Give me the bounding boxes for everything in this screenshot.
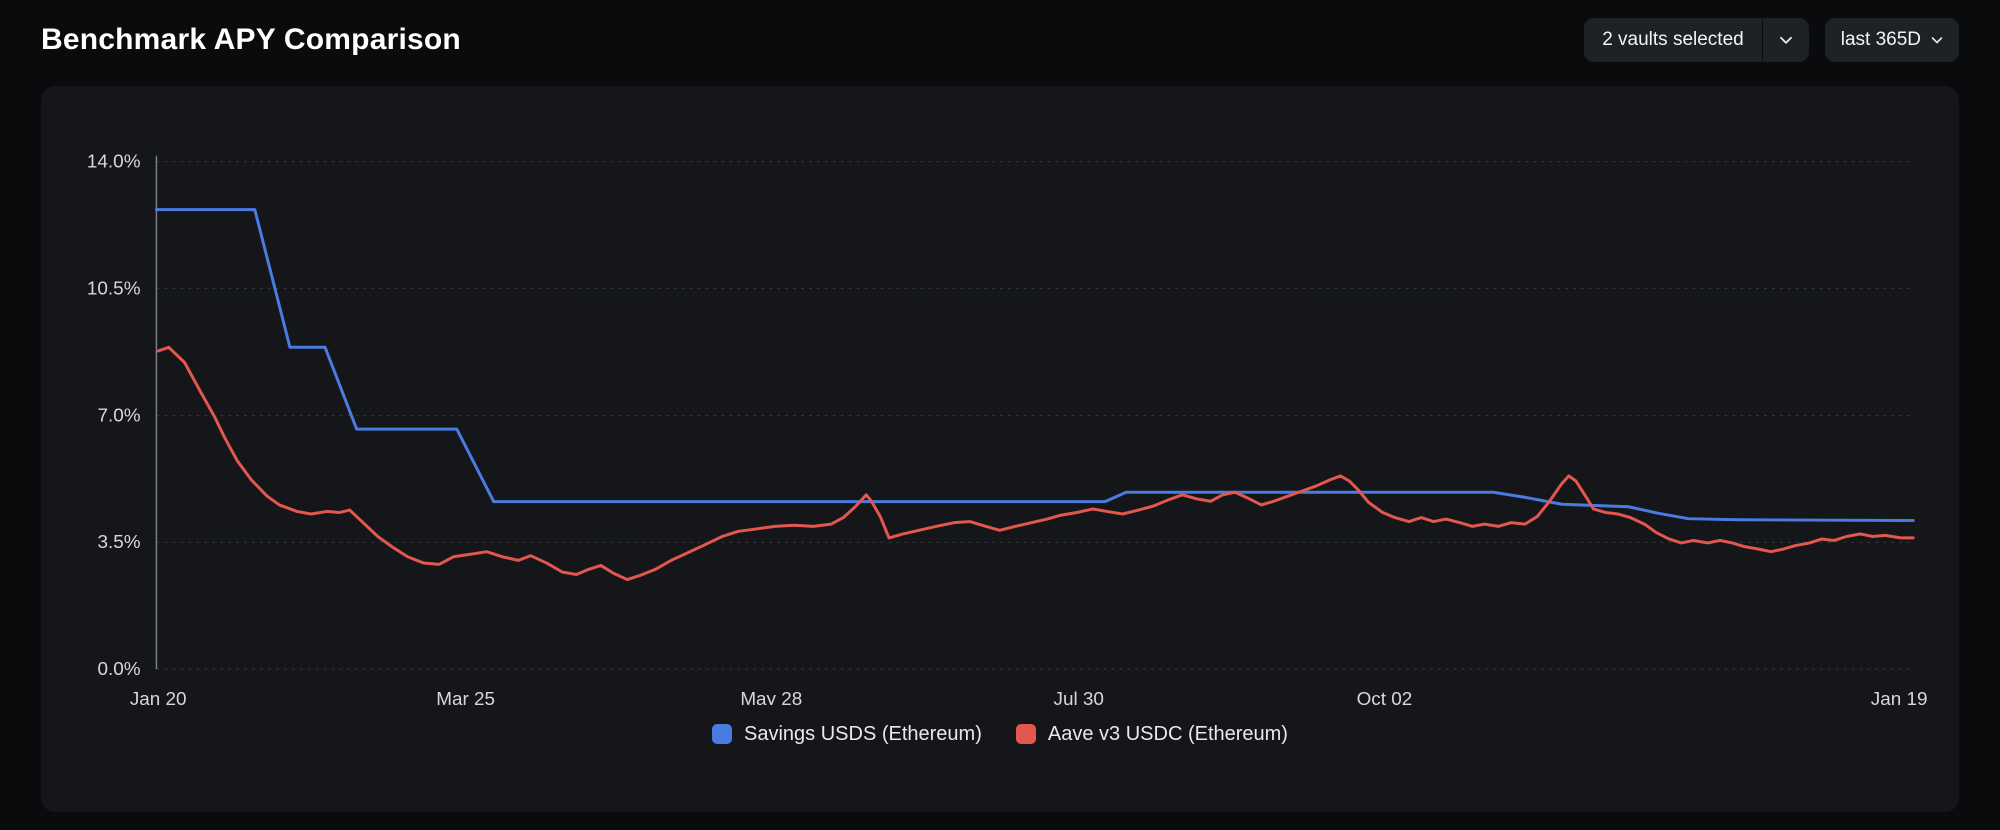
page-title: Benchmark APY Comparison [41,23,461,56]
x-tick-label: Mar 25 [436,689,495,705]
legend-label: Aave v3 USDC (Ethereum) [1047,722,1288,745]
series-line [154,208,1915,522]
chart-card: 14.0% 10.5% 7.0% 3.5% 0.0% Jan 20 Mar 25 May 28… [41,86,1959,812]
legend-swatch [1015,724,1036,745]
legend-label: Savings USDS (Ethereum) [744,722,982,745]
y-tick-label: 0.0% [97,659,140,680]
dropdown-divider [1761,18,1763,62]
y-tick-label: 14.0% [87,152,141,173]
header-controls: 2 vaults selected last 365D [1584,18,1959,62]
legend-item: Savings USDS (Ethereum) [712,723,982,746]
chart-svg[interactable]: 14.0% 10.5% 7.0% 3.5% 0.0% Jan 20 Mar 25 May 28… [45,116,1955,705]
chart-legend: Savings USDS (Ethereum) Aave v3 USDC (Et… [45,723,1955,746]
x-tick-label: Jan 19 [1871,689,1928,705]
y-tick-label: 3.5% [97,532,140,553]
series-line [156,345,1915,582]
chevron-down-icon [1929,32,1959,48]
y-tick-label: 7.0% [97,405,140,426]
range-dropdown-label: last 365D [1840,29,1921,50]
legend-item: Aave v3 USDC (Ethereum) [1015,722,1288,746]
legend-swatch [712,724,733,745]
x-tick-label: May 28 [740,689,802,705]
y-tick-label: 10.5% [87,279,141,300]
x-tick-label: Jan 20 [130,689,187,705]
vaults-dropdown[interactable]: 2 vaults selected [1584,18,1809,62]
x-tick-label: Jul 30 [1054,689,1104,705]
chevron-down-icon[interactable] [1763,31,1809,49]
range-dropdown[interactable]: last 365D [1824,18,1959,62]
vaults-dropdown-label: 2 vaults selected [1602,29,1744,50]
x-tick-label: Oct 02 [1357,689,1413,705]
header: Benchmark APY Comparison 2 vaults select… [41,14,1959,66]
